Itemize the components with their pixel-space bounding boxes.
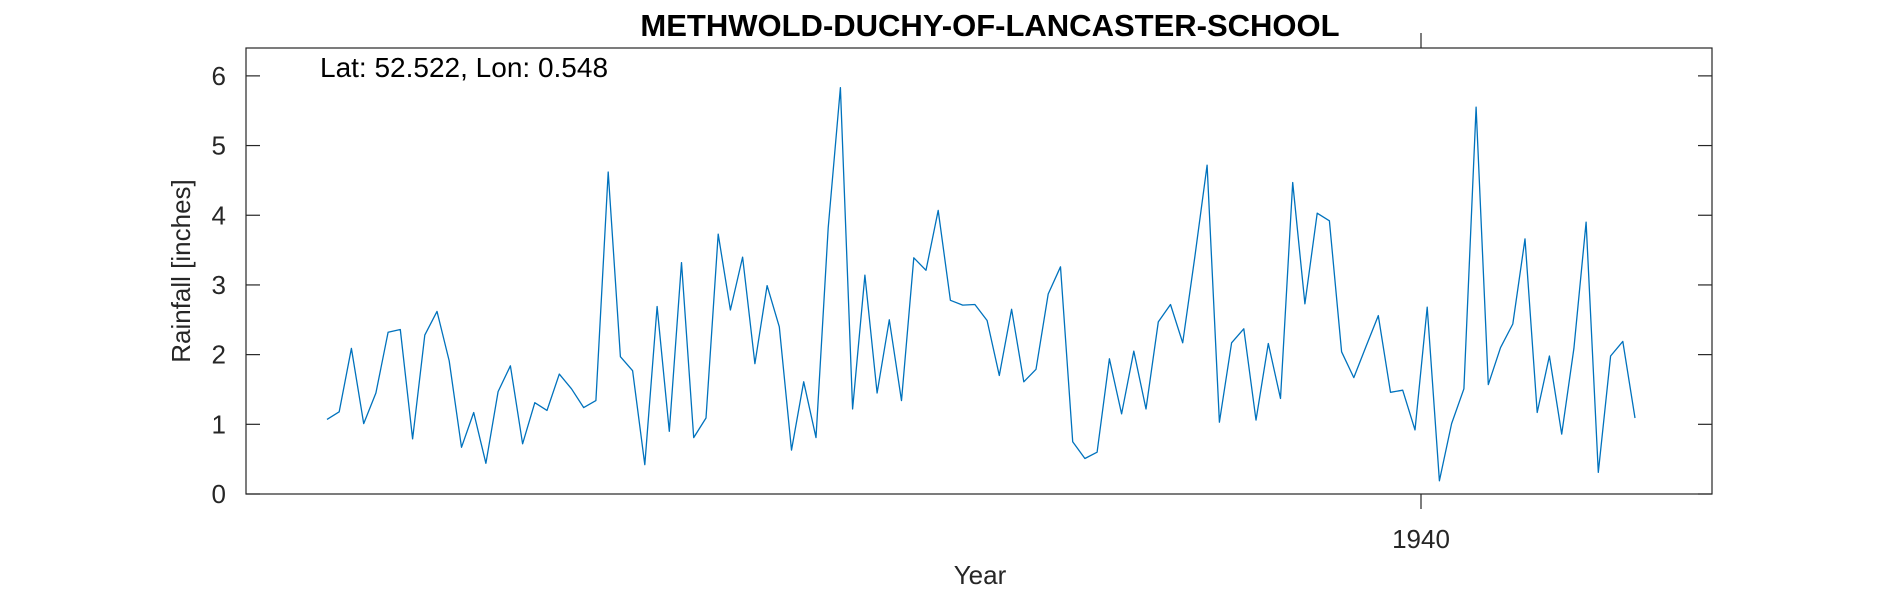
y-axis-label: Rainfall [inches]	[166, 179, 196, 363]
x-axis-label: Year	[954, 560, 1007, 590]
y-tick-label-6: 6	[212, 61, 226, 91]
chart-title: METHWOLD-DUCHY-OF-LANCASTER-SCHOOL	[640, 8, 1339, 43]
y-tick-label-2: 2	[212, 340, 226, 370]
y-axis-ticks: 0 1 2 3 4 5 6	[212, 61, 1712, 509]
y-tick-label-4: 4	[212, 200, 226, 230]
y-tick-label-0: 0	[212, 479, 226, 509]
plot-area: 0 1 2 3 4 5 6	[212, 33, 1713, 509]
location-annotation: Lat: 52.522, Lon: 0.548	[320, 52, 608, 83]
plot-box	[245, 47, 1713, 495]
x-tick-label-1940: 1940	[1392, 524, 1450, 554]
y-tick-label-1: 1	[212, 409, 226, 439]
rainfall-series-line	[326, 87, 1636, 482]
y-tick-label-5: 5	[212, 131, 226, 161]
y-tick-label-3: 3	[212, 270, 226, 300]
